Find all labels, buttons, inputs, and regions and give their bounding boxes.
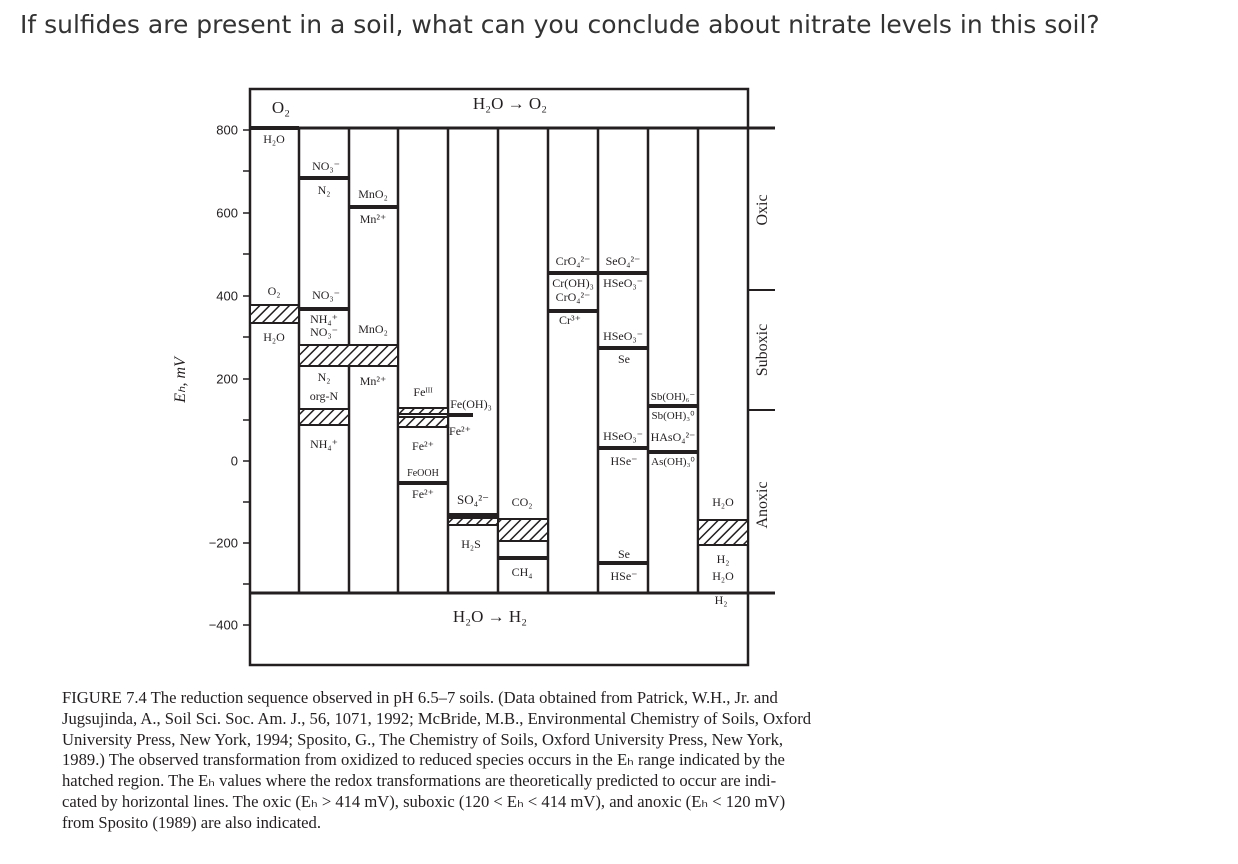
species-label: H₂O [263, 330, 285, 344]
species-label: CH₄ [511, 565, 533, 579]
species-label: SO₄²⁻ [457, 492, 489, 507]
caption-line: cated by horizontal lines. The oxic (Eₕ … [62, 791, 786, 811]
diagram-lines [243, 87, 775, 667]
y-axis-label: Eₕ, mV [172, 357, 189, 403]
question-text: If sulfides are present in a soil, what … [20, 10, 1100, 39]
caption-line: FIGURE 7.4 The reduction sequence observ… [62, 688, 778, 707]
zone-anoxic: Anoxic [754, 481, 771, 529]
species-label: CO₂ [511, 495, 533, 509]
species-label: HSeO₃⁻ [603, 329, 643, 343]
zone-oxic: Oxic [754, 194, 771, 226]
species-label: Mn²⁺ [359, 374, 387, 388]
species-label: O₂ [267, 284, 281, 298]
species-label: CrO₄²⁻ [555, 290, 591, 304]
species-label: H₂O [263, 132, 285, 146]
species-label: HSe⁻ [610, 454, 638, 468]
species-label: Fe²⁺ [412, 439, 434, 453]
zone-suboxic: Suboxic [754, 323, 771, 377]
caption-line: University Press, New York, 1994; Sposit… [62, 729, 784, 749]
species-label: H₂ [714, 593, 728, 607]
species-label: Se [618, 547, 630, 561]
species-label: SeO₄²⁻ [605, 254, 641, 268]
species-label: Cr³⁺ [559, 313, 581, 327]
figure-caption: FIGURE 7.4 The reduction sequence observ… [62, 688, 811, 834]
species-label: org-N [309, 389, 339, 403]
species-label: Sb(OH)₆⁻ [650, 391, 696, 403]
species-label: NH₄⁺ [310, 437, 338, 451]
y-tick-label: −400 [208, 617, 238, 633]
species-label: Sb(OH)₃⁰ [651, 410, 695, 422]
species-label: HSeO₃⁻ [603, 276, 643, 290]
species-label: HAsO₄²⁻ [650, 430, 696, 444]
species-label: HSeO₃⁻ [603, 429, 643, 443]
species-label: H₂O [712, 569, 734, 583]
y-tick-label: 400 [216, 288, 238, 304]
y-tick-label: −200 [208, 535, 238, 551]
species-label: H₂O [712, 495, 734, 509]
species-label: NO₃⁻ [312, 288, 340, 302]
species-label: Mn²⁺ [359, 212, 387, 226]
species-label: NO₃⁻ [312, 159, 340, 173]
reduction-sequence-figure: 800 600 400 200 0 −200 −400 Eₕ, mV Oxic … [172, 87, 775, 667]
species-label: Cr(OH)₃ [552, 276, 594, 290]
species-label: N₂ [317, 370, 331, 384]
species-label: MnO₂ [358, 187, 388, 201]
caption-line: Jugsujinda, A., Soil Sci. Soc. Am. J., 5… [62, 708, 812, 728]
y-tick-label: 600 [216, 205, 238, 221]
y-tick-label: 800 [216, 122, 238, 138]
caption-line: 1989.) The observed transformation from … [62, 750, 785, 770]
species-label: Fe²⁺ [412, 487, 434, 501]
species-label: NO₃⁻ [310, 325, 338, 339]
species-label: Se [618, 352, 630, 366]
species-label: H₂S [461, 537, 481, 551]
species-label: H₂ [716, 552, 730, 566]
species-label: As(OH)₃⁰ [651, 456, 695, 468]
species-label: Fe²⁺ [449, 424, 471, 438]
species-label: HSe⁻ [610, 569, 638, 583]
caption-line: hatched region. The Eₕ values where the … [62, 771, 777, 791]
top-reaction-label: H₂O → O₂ [472, 94, 548, 113]
top-o2-label: O₂ [271, 98, 291, 117]
species-label: Fe(OH)₃ [450, 397, 492, 411]
species-label: FeOOH [407, 468, 439, 479]
y-tick-label: 0 [230, 453, 238, 469]
y-tick-label: 200 [216, 371, 238, 387]
species-label: MnO₂ [358, 322, 388, 336]
species-label: N₂ [317, 183, 331, 197]
species-label: Feᴵᴵᴵ [413, 385, 433, 399]
species-label: CrO₄²⁻ [555, 254, 591, 268]
caption-line: from Sposito (1989) are also indicated. [62, 812, 321, 832]
bottom-reaction-label: H₂O → H₂ [452, 607, 528, 626]
species-label: NH₄⁺ [310, 312, 338, 326]
